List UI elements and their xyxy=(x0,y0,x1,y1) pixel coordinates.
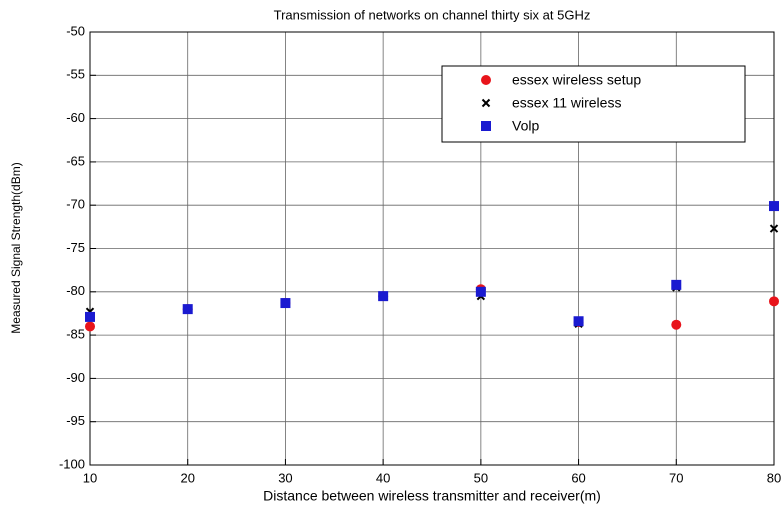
point xyxy=(85,311,95,322)
point xyxy=(182,304,193,315)
x-axis-label: Distance between wireless transmitter an… xyxy=(263,488,601,504)
point xyxy=(573,316,584,327)
x-tick-label: 70 xyxy=(669,470,683,485)
y-tick-label: -100 xyxy=(59,456,85,471)
x-tick-label: 10 xyxy=(83,470,97,485)
y-axis-label: Measured Signal Strength(dBm) xyxy=(9,162,23,333)
legend-marker xyxy=(481,121,491,131)
y-tick-label: -75 xyxy=(66,240,85,255)
point xyxy=(769,201,779,212)
legend: essex wireless setup essex 11 wireless Vol… xyxy=(441,65,746,143)
legend-marker xyxy=(481,98,491,108)
plot-frame xyxy=(89,31,775,466)
y-tick-label: -60 xyxy=(66,110,85,125)
point xyxy=(671,279,682,290)
legend-marker xyxy=(481,75,491,85)
y-tick-label: -90 xyxy=(66,370,85,385)
x-tick-label: 60 xyxy=(571,470,585,485)
y-tick-label: -85 xyxy=(66,327,85,342)
y-tick-label: -65 xyxy=(66,153,85,168)
y-tick-label: -55 xyxy=(66,67,85,82)
y-tick-label: -95 xyxy=(66,413,85,428)
chart-title: Transmission of networks on channel thir… xyxy=(274,7,591,22)
legend-label: essex wireless setup xyxy=(512,72,641,88)
point xyxy=(671,319,682,330)
y-tick-label: -70 xyxy=(66,197,85,212)
legend-box xyxy=(441,65,746,143)
point xyxy=(378,291,389,302)
x-tick-label: 30 xyxy=(278,470,292,485)
x-tick-label: 80 xyxy=(767,470,781,485)
legend-label: Volp xyxy=(512,118,539,134)
point xyxy=(769,224,779,233)
point xyxy=(769,296,779,307)
point xyxy=(85,321,95,332)
y-tick-label: -50 xyxy=(66,23,85,38)
legend-label: essex 11 wireless xyxy=(512,95,621,111)
y-tick-label: -80 xyxy=(66,283,85,298)
x-tick-label: 20 xyxy=(180,470,194,485)
point xyxy=(475,286,486,297)
point xyxy=(280,298,291,309)
x-tick-label: 50 xyxy=(474,470,488,485)
x-tick-label: 40 xyxy=(376,470,390,485)
